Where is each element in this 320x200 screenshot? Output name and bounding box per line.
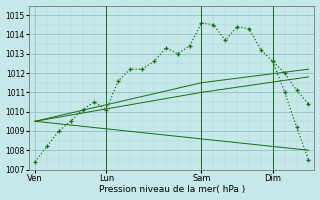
X-axis label: Pression niveau de la mer( hPa ): Pression niveau de la mer( hPa ) (99, 185, 245, 194)
